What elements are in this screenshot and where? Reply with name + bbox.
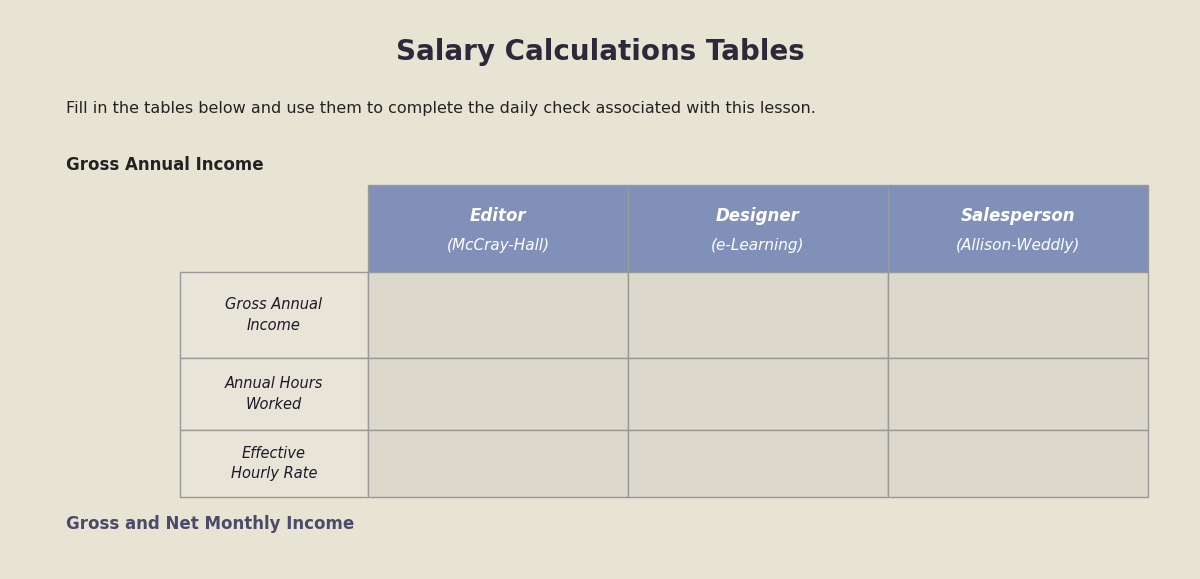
Text: (McCray-Hall): (McCray-Hall) — [446, 239, 550, 254]
Text: Gross Annual: Gross Annual — [226, 297, 323, 312]
Bar — [888, 272, 1148, 358]
Text: Hourly Rate: Hourly Rate — [230, 467, 317, 481]
Bar — [628, 358, 888, 430]
Text: (Allison-Weddly): (Allison-Weddly) — [956, 239, 1080, 254]
Text: Gross Annual Income: Gross Annual Income — [66, 156, 264, 174]
Text: Salary Calculations Tables: Salary Calculations Tables — [396, 38, 804, 65]
Bar — [888, 358, 1148, 430]
Bar — [368, 185, 628, 272]
Text: Fill in the tables below and use them to complete the daily check associated wit: Fill in the tables below and use them to… — [66, 101, 816, 116]
Bar — [368, 430, 628, 497]
Text: Effective: Effective — [242, 446, 306, 460]
Bar — [888, 430, 1148, 497]
Bar — [368, 358, 628, 430]
Text: Gross and Net Monthly Income: Gross and Net Monthly Income — [66, 515, 354, 533]
Bar — [628, 272, 888, 358]
Bar — [180, 358, 368, 430]
Bar — [628, 430, 888, 497]
Text: Salesperson: Salesperson — [961, 207, 1075, 225]
Bar — [628, 185, 888, 272]
Text: Designer: Designer — [716, 207, 800, 225]
Bar — [368, 272, 628, 358]
Text: Editor: Editor — [469, 207, 527, 225]
Text: Income: Income — [247, 318, 301, 333]
Text: Worked: Worked — [246, 397, 302, 412]
Bar — [180, 430, 368, 497]
Text: Annual Hours: Annual Hours — [224, 376, 323, 391]
Bar — [888, 185, 1148, 272]
Bar — [180, 272, 368, 358]
Text: (e-Learning): (e-Learning) — [712, 239, 805, 254]
